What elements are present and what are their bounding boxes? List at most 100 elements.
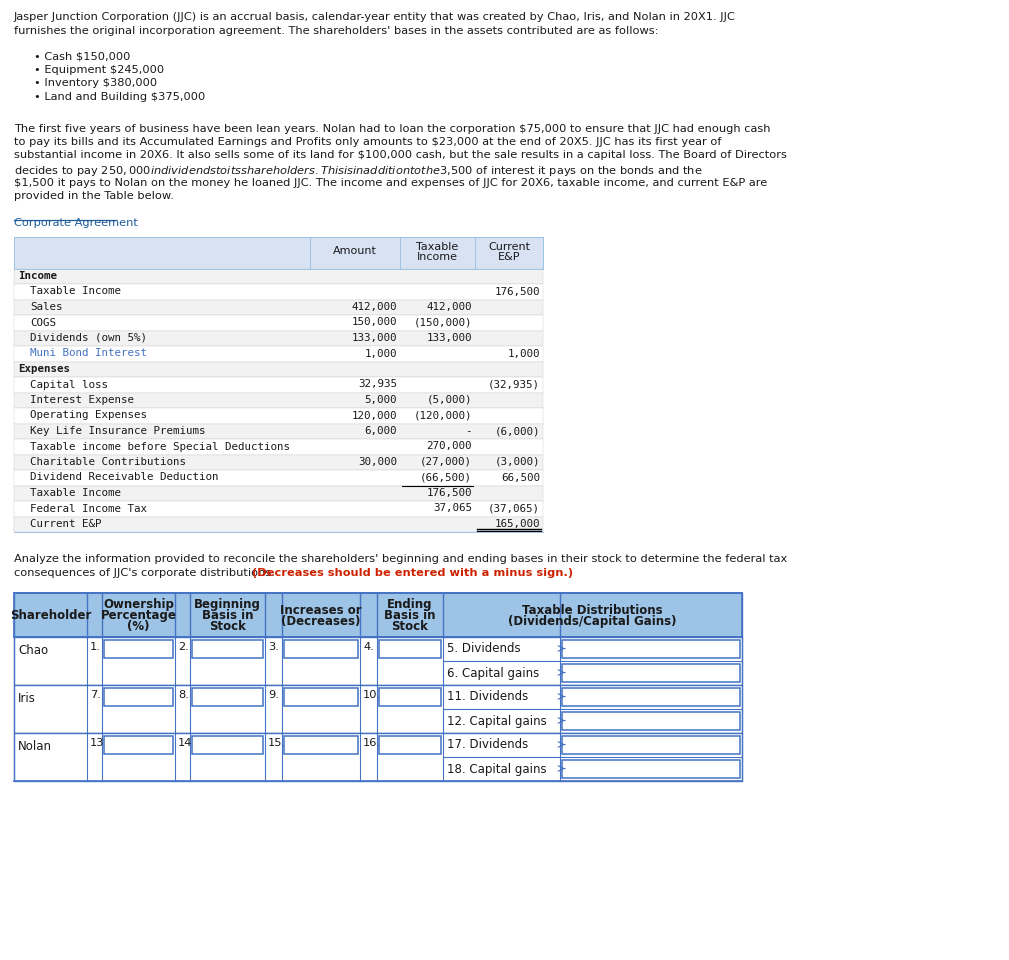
Bar [14, 236, 543, 269]
Text: Basis in: Basis in [384, 609, 436, 622]
Bar [14, 362, 543, 377]
Text: 120,000: 120,000 [351, 411, 397, 420]
Text: 6. Capital gains: 6. Capital gains [447, 666, 539, 680]
Bar [14, 501, 543, 516]
Text: • Equipment $245,000: • Equipment $245,000 [34, 65, 164, 75]
Text: (Decreases should be entered with a minus sign.): (Decreases should be entered with a minu… [252, 567, 573, 578]
Text: 150,000: 150,000 [351, 318, 397, 327]
Text: consequences of JJC's corporate distributions.: consequences of JJC's corporate distribu… [14, 567, 278, 578]
Text: 10.: 10. [363, 690, 381, 701]
Text: decides to pay $250,000 in dividends to its shareholders. This is in addition to: decides to pay $250,000 in dividends to … [14, 164, 702, 178]
Text: 17. Dividends: 17. Dividends [447, 738, 529, 752]
Text: (150,000): (150,000) [414, 318, 472, 327]
Bar [14, 486, 543, 501]
Text: Dividend Receivable Deduction: Dividend Receivable Deduction [30, 472, 219, 483]
Text: Current E&P: Current E&P [30, 519, 102, 529]
Text: Stock: Stock [391, 620, 429, 633]
Text: Percentage: Percentage [101, 609, 177, 622]
Bar [14, 423, 543, 439]
Bar [14, 269, 543, 284]
Text: 8.: 8. [178, 690, 189, 701]
Text: 4.: 4. [363, 642, 373, 653]
Text: (5,000): (5,000) [427, 395, 472, 405]
Text: Analyze the information provided to reconcile the shareholders' beginning and en: Analyze the information provided to reco… [14, 554, 787, 564]
Text: 176,500: 176,500 [494, 286, 540, 297]
Bar [14, 470, 543, 486]
Text: • Land and Building $375,000: • Land and Building $375,000 [34, 92, 205, 102]
Text: (6,000): (6,000) [494, 426, 540, 436]
Bar [14, 454, 543, 470]
Text: Operating Expenses: Operating Expenses [30, 411, 147, 420]
Text: Nolan: Nolan [18, 739, 52, 753]
Bar [379, 687, 441, 706]
Text: Corporate Agreement: Corporate Agreement [14, 219, 138, 228]
Text: 18. Capital gains: 18. Capital gains [447, 762, 547, 776]
Bar [192, 735, 263, 754]
Text: (3,000): (3,000) [494, 457, 540, 467]
Bar [284, 687, 358, 706]
Bar [562, 735, 740, 754]
Text: 14.: 14. [178, 738, 196, 749]
Text: Capital loss: Capital loss [30, 379, 108, 390]
Text: E&P: E&P [497, 252, 521, 262]
Text: 6,000: 6,000 [364, 426, 397, 436]
Bar [562, 663, 740, 682]
Text: Amount: Amount [333, 247, 377, 256]
Text: Muni Bond Interest: Muni Bond Interest [30, 348, 147, 358]
Text: 412,000: 412,000 [427, 302, 472, 312]
Text: Current: Current [488, 242, 530, 252]
Text: Taxable: Taxable [417, 242, 459, 252]
Bar [104, 687, 173, 706]
Bar [192, 687, 263, 706]
Text: 412,000: 412,000 [351, 302, 397, 312]
Text: Sales: Sales [30, 302, 63, 312]
Text: 1,000: 1,000 [364, 348, 397, 358]
Text: Income: Income [18, 271, 57, 281]
Text: Beginning: Beginning [194, 598, 261, 611]
Text: (Dividends/Capital Gains): (Dividends/Capital Gains) [509, 614, 677, 628]
Bar [14, 408, 543, 423]
Text: Dividends (own 5%): Dividends (own 5%) [30, 333, 147, 343]
Text: (%): (%) [127, 620, 149, 633]
Text: • Inventory $380,000: • Inventory $380,000 [34, 79, 157, 88]
Text: (37,065): (37,065) [488, 503, 540, 514]
Text: Expenses: Expenses [18, 364, 70, 374]
Bar [14, 528, 543, 532]
Bar [379, 735, 441, 754]
Bar [104, 639, 173, 658]
Text: Taxable Income: Taxable Income [30, 286, 121, 297]
Text: Key Life Insurance Premiums: Key Life Insurance Premiums [30, 426, 206, 436]
Bar [14, 284, 543, 300]
Text: 176,500: 176,500 [427, 488, 472, 498]
Text: Iris: Iris [18, 691, 36, 705]
Bar [14, 592, 742, 636]
Text: • Cash $150,000: • Cash $150,000 [34, 52, 130, 61]
Text: (66,500): (66,500) [420, 472, 472, 483]
Text: Increases or: Increases or [281, 604, 362, 616]
Text: 30,000: 30,000 [358, 457, 397, 467]
Text: to pay its bills and its Accumulated Earnings and Profits only amounts to $23,00: to pay its bills and its Accumulated Ear… [14, 137, 721, 147]
Text: (27,000): (27,000) [420, 457, 472, 467]
Text: Federal Income Tax: Federal Income Tax [30, 503, 147, 514]
Text: 5. Dividends: 5. Dividends [447, 642, 521, 656]
Text: 133,000: 133,000 [427, 333, 472, 343]
Bar [14, 636, 742, 684]
Text: 12. Capital gains: 12. Capital gains [447, 714, 547, 728]
Bar [14, 516, 543, 532]
Bar [284, 735, 358, 754]
Bar [379, 639, 441, 658]
Bar [14, 377, 543, 393]
Text: Income: Income [417, 252, 458, 262]
Text: 270,000: 270,000 [427, 442, 472, 451]
Text: 16.: 16. [363, 738, 381, 749]
Text: Interest Expense: Interest Expense [30, 395, 134, 405]
Text: 66,500: 66,500 [501, 472, 540, 483]
Bar [284, 639, 358, 658]
Text: Ending: Ending [387, 598, 433, 611]
Bar [562, 639, 740, 658]
Text: 13.: 13. [90, 738, 108, 749]
Bar [562, 687, 740, 706]
Text: 9.: 9. [268, 690, 278, 701]
Text: Shareholder: Shareholder [10, 609, 91, 622]
Bar [14, 300, 543, 315]
